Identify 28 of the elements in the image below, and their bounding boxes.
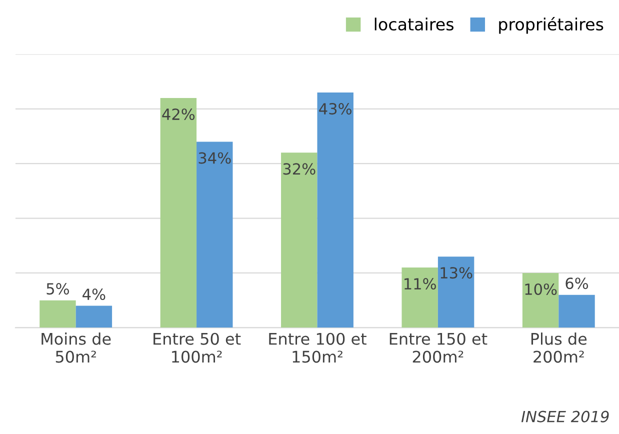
bar — [76, 306, 112, 328]
x-tick-label: Entre 150 et 200m² — [390, 332, 488, 363]
data-label: 5% — [46, 283, 69, 295]
data-label: 10% — [525, 283, 557, 296]
bar — [196, 142, 233, 328]
data-label: 4% — [82, 288, 106, 300]
data-label: 32% — [283, 163, 316, 175]
text: INSEE 2019 — [521, 410, 609, 422]
data-label: 34% — [198, 152, 231, 164]
legend-label: propriétaires — [499, 16, 604, 34]
x-tick-label: Entre 50 et 100m² — [154, 332, 241, 363]
data-label: 13% — [440, 267, 472, 279]
bar — [438, 256, 474, 328]
bar — [40, 300, 76, 328]
bar — [402, 268, 438, 328]
bar — [558, 294, 595, 328]
x-tick-label: Entre 100 et 150m² — [269, 332, 366, 363]
x-tick-label: Plus de 200m² — [531, 332, 587, 363]
bar — [160, 98, 197, 328]
bar — [317, 92, 354, 328]
data-label: 42% — [162, 108, 195, 120]
data-label: 6% — [566, 278, 588, 290]
legend-label: locataires — [374, 18, 454, 31]
x-tick-label: Moins de 50m² — [42, 332, 111, 363]
bar — [281, 152, 318, 328]
data-label: 43% — [319, 103, 352, 115]
bar — [522, 272, 559, 328]
data-label: 11% — [404, 278, 436, 290]
